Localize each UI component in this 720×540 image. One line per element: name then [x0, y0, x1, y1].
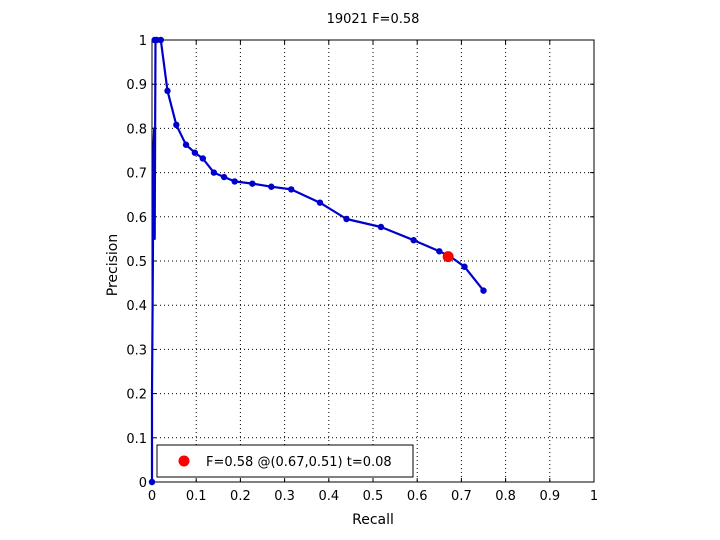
y-tick-label: 0.3: [126, 343, 147, 358]
y-tick-label: 0.7: [126, 167, 147, 182]
y-tick-label: 0.8: [126, 122, 147, 137]
y-tick-label: 0: [139, 476, 147, 491]
data-point-marker: [249, 180, 256, 187]
x-tick-label: 0.3: [274, 489, 295, 504]
x-axis-label: Recall: [352, 512, 394, 528]
data-point-marker: [480, 287, 487, 294]
data-point-marker: [461, 263, 468, 270]
chart-title: 19021 F=0.58: [327, 12, 420, 27]
y-tick-label: 0.4: [126, 299, 147, 314]
data-point-marker: [288, 186, 295, 193]
legend-box: [156, 444, 414, 478]
y-axis-label: Precision: [105, 234, 121, 296]
data-point-marker: [436, 248, 443, 255]
x-tick-label: 0.9: [539, 489, 560, 504]
data-point-marker: [343, 215, 350, 223]
x-tick-label: 0.8: [495, 489, 516, 504]
x-tick-label: 1: [590, 489, 598, 504]
data-point-marker: [316, 199, 324, 206]
data-point-marker: [410, 237, 417, 244]
y-tick-label: 0.1: [126, 432, 147, 447]
y-tick-label: 1: [139, 34, 147, 49]
x-tick-label: 0.1: [186, 489, 207, 504]
data-point-marker: [157, 36, 165, 44]
y-tick-label: 0.6: [126, 211, 147, 226]
y-tick-label: 0.9: [126, 78, 147, 93]
legend-entry-label: F=0.58 @(0.67,0.51) t=0.08: [206, 455, 392, 470]
y-tick-label: 0.5: [126, 255, 147, 270]
data-point-marker: [220, 173, 228, 181]
data-point-marker: [210, 169, 218, 176]
data-point-marker: [164, 87, 171, 95]
best-f-point-marker: [442, 251, 454, 263]
data-point-marker: [182, 141, 190, 148]
x-tick-label: 0.7: [451, 489, 472, 504]
data-point-marker: [377, 223, 385, 231]
series-line-0: [150, 38, 485, 482]
data-point-marker: [191, 149, 199, 156]
legend: F=0.58 @(0.67,0.51) t=0.08: [156, 444, 414, 478]
x-tick-label: 0.4: [318, 489, 339, 504]
legend-marker-best-point: [178, 455, 190, 467]
axis-ticks: 0 0.1 0.2 0.3 0.4 0.5 0.6 0.7 0.8 0.9 1 0 0.1 0.2 0.3 0…: [126, 34, 598, 504]
data-point-marker: [231, 178, 238, 185]
x-tick-label: 0.2: [230, 489, 251, 504]
y-tick-label: 0.2: [126, 388, 147, 403]
x-tick-label: 0.6: [407, 489, 428, 504]
x-tick-label: 0: [148, 489, 156, 504]
data-point-marker: [148, 478, 156, 486]
series-precision-recall: [148, 36, 487, 486]
data-point-marker: [173, 121, 180, 129]
data-point-marker: [268, 183, 275, 190]
best-f-point-layer: [442, 251, 454, 263]
x-tick-label: 0.5: [363, 489, 384, 504]
data-point-marker: [199, 155, 207, 162]
grid-lines: [152, 40, 594, 482]
